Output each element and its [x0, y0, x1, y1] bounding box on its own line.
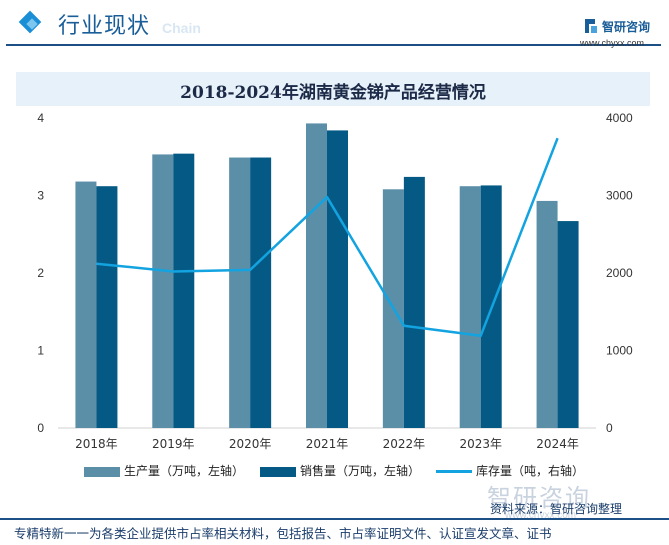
bar-sales: [250, 157, 272, 428]
legend-label-inventory: 库存量（吨，右轴）: [476, 464, 585, 478]
y-right-tick-label: 2000: [606, 266, 633, 280]
bar-production: [229, 157, 251, 428]
bar-production: [152, 154, 174, 429]
x-tick-label: 2021年: [306, 437, 349, 451]
bar-sales: [327, 130, 348, 428]
y-right-tick-label: 1000: [606, 344, 633, 358]
watermark-logo: 智研咨询: [487, 484, 591, 512]
y-right-tick-label: 3000: [606, 189, 633, 203]
y-left-tick-label: 1: [37, 344, 44, 358]
y-left-tick-label: 3: [37, 189, 44, 203]
legend-item-production: 生产量（万吨，左轴）: [84, 462, 244, 480]
x-tick-label: 2023年: [459, 437, 502, 451]
logo-icon: [585, 19, 597, 33]
legend-label-sales: 销售量（万吨，左轴）: [300, 464, 421, 478]
logo-name: 智研咨询: [602, 20, 651, 34]
footer-divider: [0, 518, 669, 520]
bar-production: [75, 181, 97, 428]
legend-item-sales: 销售量（万吨，左轴）: [260, 462, 420, 480]
logo-url: www.chyxx.com: [580, 38, 645, 48]
bar-sales: [557, 221, 579, 428]
bar-production: [536, 200, 558, 428]
y-left-tick-label: 0: [37, 421, 44, 435]
bar-production: [306, 123, 327, 429]
section-title: 行业现状: [58, 14, 151, 39]
section-header: 行业现状 Chain 智研咨询 www.chyxx.com: [0, 0, 669, 48]
x-tick-label: 2020年: [229, 437, 272, 451]
page-footer: 专精特新一一为各类企业提供市占率相关材料，包括报告、市占率证明文件、认证宣发文章…: [0, 518, 669, 545]
legend-label-production: 生产量（万吨，左轴）: [124, 464, 245, 478]
section-watermark-text: Chain: [162, 20, 201, 36]
footer-text: 专精特新一一为各类企业提供市占率相关材料，包括报告、市占率证明文件、认证宣发文章…: [14, 526, 552, 541]
chart-title: 2018-2024年湖南黄金锑产品经营情况: [180, 83, 486, 103]
x-tick-label: 2022年: [383, 437, 426, 451]
bar-sales: [403, 176, 425, 428]
header-divider: [6, 44, 661, 46]
y-left-tick-label: 4: [37, 111, 44, 125]
legend-swatch-inventory: [436, 470, 472, 473]
legend-swatch-sales: [260, 466, 296, 477]
y-left-tick-label: 2: [37, 266, 44, 280]
x-tick-label: 2018年: [75, 437, 118, 451]
brand-logo: 智研咨询 www.chyxx.com: [580, 18, 654, 48]
source-note: 资料来源：智研咨询整理: [490, 502, 623, 516]
bar-production: [459, 186, 481, 428]
y-right-tick-label: 0: [606, 421, 613, 435]
y-right-tick-label: 4000: [606, 111, 633, 125]
x-tick-label: 2024年: [536, 437, 579, 451]
watermark-url: www.chyxx.com: [505, 510, 577, 521]
chart-title-band: 2018-2024年湖南黄金锑产品经营情况: [16, 72, 650, 106]
bar-sales: [173, 153, 195, 428]
x-tick-label: 2019年: [152, 437, 195, 451]
line-inventory: [96, 137, 559, 338]
legend-item-inventory: 库存量（吨，右轴）: [436, 462, 584, 480]
legend-swatch-production: [84, 466, 120, 477]
bar-sales: [96, 186, 118, 428]
